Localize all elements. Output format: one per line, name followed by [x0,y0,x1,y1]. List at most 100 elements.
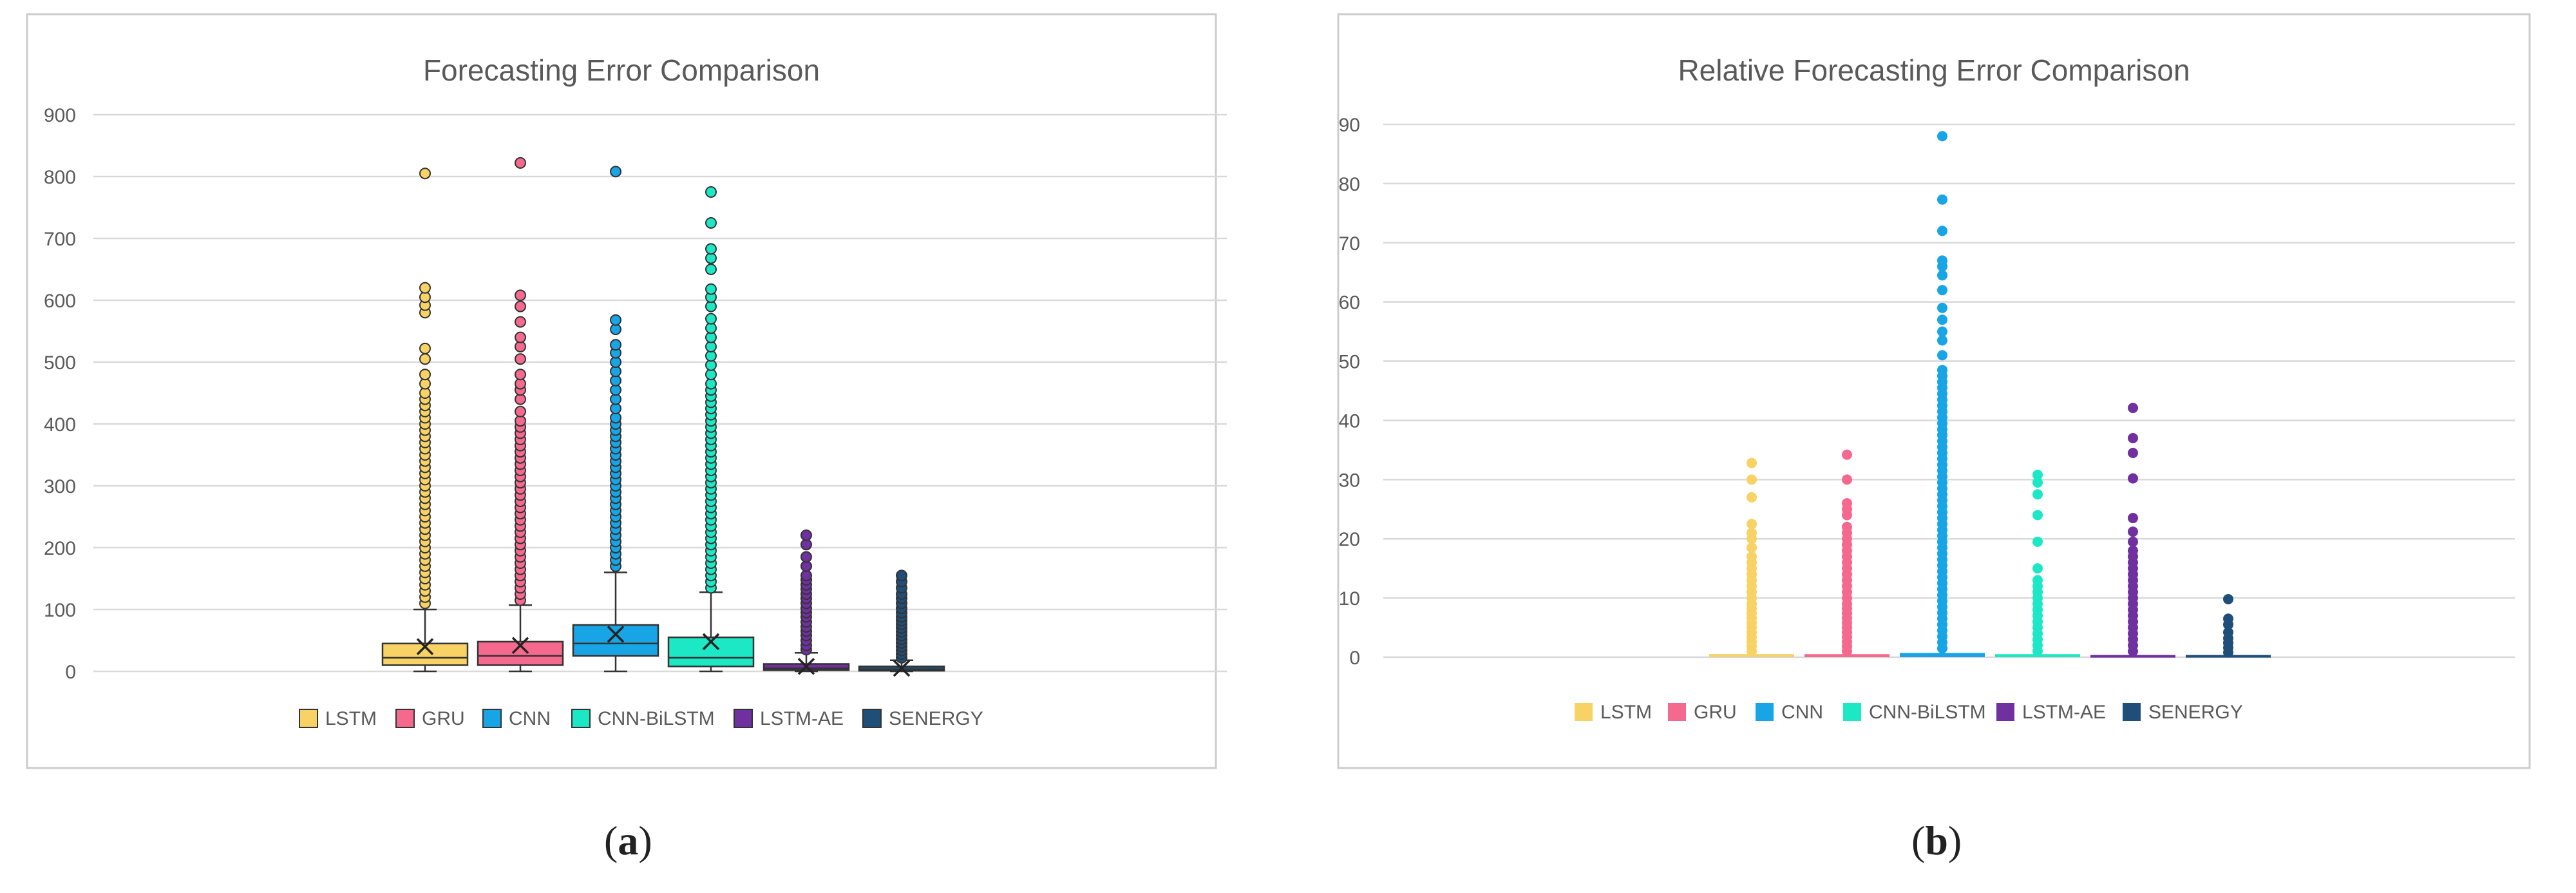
chart-a-senergy-mean-marker [893,659,911,677]
chart-b-lstm-ae-outlier-point [2128,447,2138,458]
chart-b-cnn-bilstm-legend-swatch [1843,703,1861,721]
chart-a-cnn-bilstm-box [667,636,755,667]
chart-b-gru-outlier-point [1842,449,1852,460]
panel-label-a: (a) [604,817,652,865]
chart-a-y-tick-label: 800 [44,167,76,188]
panel-label-b-open: ( [1911,818,1926,863]
chart-b-cnn-outlier-point [1937,365,1947,376]
chart-a-cnn-bilstm-outlier-point [705,264,717,275]
chart-b-cnn-bilstm-outlier-point [2032,575,2043,586]
chart-a-cnn-bilstm-legend-swatch [571,709,591,728]
chart-a-gru-outlier-point [515,157,526,169]
chart-a-cnn-outlier-point [610,314,621,326]
chart-b-lstm-outlier-point [1747,457,1757,468]
chart-a-y-tick-label: 100 [44,600,76,621]
chart-b-cnn-outlier-point [1937,350,1947,361]
chart-b-cnn-outlier-point [1937,255,1947,266]
chart-a-lstm-ae-outlier-point [800,529,812,541]
chart-a-y-tick-label: 400 [44,414,76,436]
chart-a-cnn-legend-label: CNN [509,708,551,729]
chart-a-y-tick-label: 500 [44,352,76,374]
chart-b-lstm-ae-outlier-point [2128,513,2138,524]
chart-a-senergy-legend-swatch [862,709,882,728]
panel-label-b: (b) [1911,817,1962,865]
chart-b-y-tick-label: 80 [1339,174,1360,195]
chart-b-title: Relative Forecasting Error Comparison [1678,53,2190,87]
chart-a-cnn-outlier-point [610,166,621,178]
chart-a-lstm-legend-swatch [299,709,318,728]
chart-a-cnn-bilstm-legend-label: CNN-BiLSTM [598,708,715,729]
chart-a-y-tick-label: 200 [44,538,76,559]
chart-a-lstm-outlier-point [419,168,431,180]
chart-b-lstm-outlier-point [1747,492,1757,503]
chart-a-lstm-outlier-point [419,282,431,294]
chart-a-gru-legend-label: GRU [422,708,465,729]
chart-a-gru-mean-marker [511,637,529,654]
chart-b-cnn-outlier-point [1937,131,1947,142]
chart-b-y-tick-label: 70 [1339,233,1360,254]
chart-b-lstm-ae-outlier-point [2128,433,2138,444]
chart-a-gru-outlier-point [515,353,526,365]
chart-a-cnn-bilstm-outlier-point [705,312,717,325]
chart-a-senergy-outlier-point [896,570,907,582]
chart-b-cnn-bilstm-outlier-point [2032,536,2043,547]
chart-b-y-tick-label: 30 [1339,470,1360,491]
chart-a-cnn-bilstm-outlier-point [705,217,717,229]
chart-b-y-tick-label: 40 [1339,410,1360,432]
chart-b-cnn-outlier-point [1937,335,1947,346]
panel-label-a-open: ( [604,818,618,863]
panel-label-a-close: ) [638,818,652,863]
chart-b-frame [1337,13,2531,769]
chart-a-y-tick-label: 300 [44,476,76,497]
chart-b-lstm-outlier-point [1747,551,1757,562]
chart-b-cnn-bilstm-outlier-point [2032,563,2043,574]
chart-b-cnn-outlier-point [1937,226,1947,236]
chart-b-gru-outlier-point [1842,498,1852,509]
chart-a-gru-outlier-point [515,300,526,312]
chart-a-cnn-mean-marker [607,626,625,643]
chart-a-cnn-legend-swatch [482,709,502,728]
chart-b-lstm-ae-legend-label: LSTM-AE [2022,702,2106,723]
chart-b-cnn-bilstm-outlier-point [2032,489,2043,500]
chart-b-lstm-ae-outlier-point [2128,536,2138,547]
chart-b-gru-outlier-point [1842,521,1852,532]
chart-b-y-tick-label: 90 [1339,115,1360,136]
chart-a-lstm-outlier-point [419,342,431,354]
chart-a-lstm-ae-mean-marker [797,658,815,675]
chart-b-lstm-outlier-point [1747,543,1757,553]
chart-a-senergy-legend-label: SENERGY [889,708,983,729]
panel-label-a-letter: a [618,818,639,863]
chart-b-cnn-bilstm-outlier-point [2032,510,2043,521]
chart-b-cnn-bilstm-outlier-point [2032,477,2043,488]
chart-b-lstm-legend-swatch [1575,703,1593,721]
chart-a-gru-outlier-point [515,331,526,343]
chart-b-y-tick-label: 60 [1339,293,1360,314]
chart-b-senergy-outlier-point [2223,613,2233,624]
chart-a-y-tick-label: 900 [44,105,76,126]
chart-a-cnn-bilstm-mean-marker [702,633,720,651]
chart-b-cnn-outlier-point [1937,314,1947,325]
chart-a-gru-outlier-point [515,405,526,418]
chart-a-y-tick-label: 600 [44,291,76,312]
chart-a-gru-outlier-point [515,316,526,328]
chart-b-y-tick-label: 50 [1339,352,1360,373]
chart-a-cnn-box [572,624,659,657]
chart-a-lstm-ae-legend-swatch [734,709,753,728]
chart-b-cnn-outlier-point [1937,285,1947,296]
panel-label-b-close: ) [1947,818,1962,863]
chart-a-cnn-bilstm-outlier-point [705,283,717,295]
chart-b-cnn-box [1900,653,1985,657]
chart-b-gru-outlier-point [1842,474,1852,485]
chart-b-y-tick-label: 20 [1339,529,1360,550]
chart-b-senergy-outlier-point [2223,593,2233,604]
chart-a-title: Forecasting Error Comparison [423,53,820,87]
chart-a-cnn-outlier-point [610,339,621,351]
chart-a-gru-outlier-point [515,369,526,381]
chart-b-cnn-bilstm-legend-label: CNN-BiLSTM [1869,702,1986,723]
chart-a-lstm-ae-legend-label: LSTM-AE [760,708,844,729]
panel-label-b-letter: b [1925,818,1948,863]
chart-b-lstm-outlier-point [1747,519,1757,530]
chart-a-gru-outlier-point [515,289,526,302]
chart-b-gru-legend-swatch [1668,703,1686,721]
